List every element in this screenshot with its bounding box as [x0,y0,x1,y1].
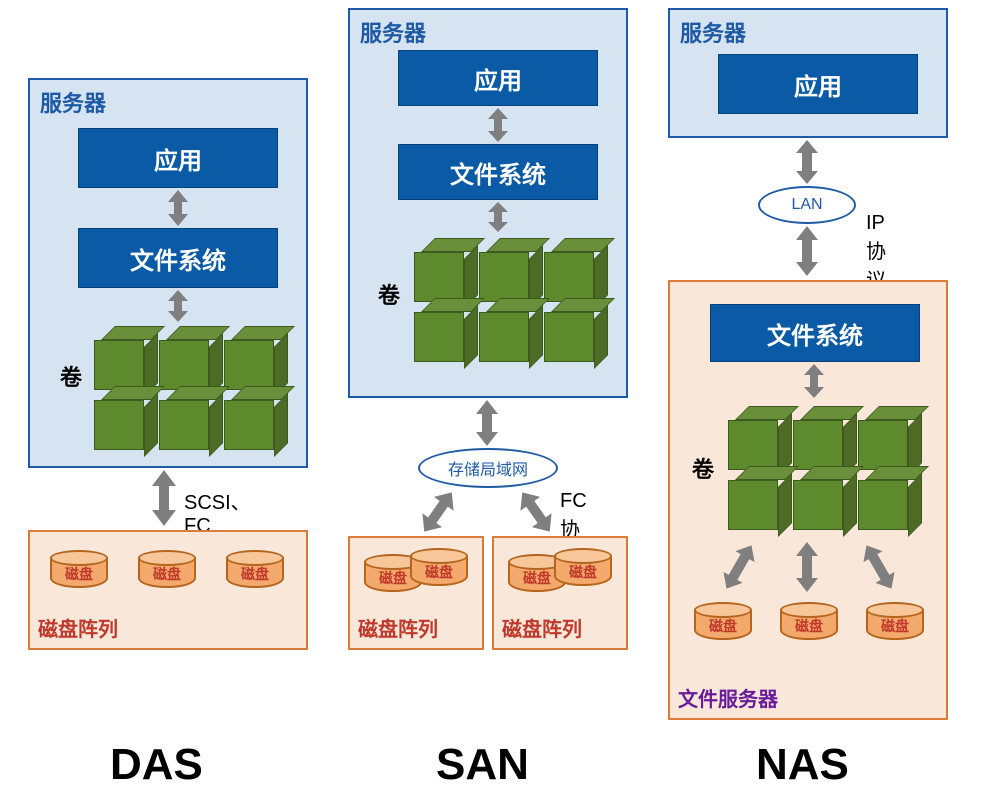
san-disk-array-2: 磁盘 磁盘 磁盘阵列 [492,536,628,650]
das-disk-array: 磁盘 磁盘 磁盘 磁盘阵列 [28,530,308,650]
disk-icon: 磁盘 [694,602,752,644]
nas-lan-node: LAN [758,186,856,224]
nas-lan-label: LAN [791,196,822,214]
disk-icon: 磁盘 [554,548,612,590]
arrow-icon [714,542,764,592]
san-network-node: 存储局域网 [418,448,558,488]
arrow-icon [408,488,468,536]
nas-file-server: 文件系统 卷 磁盘 [668,280,948,720]
nas-fs-label: 文件系统 [767,316,863,351]
san-array2-title: 磁盘阵列 [502,613,582,642]
san-server-box: 服务器 应用 文件系统 卷 [348,8,628,398]
arrow-icon [794,542,820,592]
arrow-icon [474,400,500,446]
nas-fs-box: 文件系统 [710,304,920,362]
das-server-title: 服务器 [40,86,106,118]
san-disk-array-1: 磁盘 磁盘 磁盘阵列 [348,536,484,650]
das-array-title: 磁盘阵列 [38,613,118,642]
arrow-icon [794,226,820,276]
arrow-icon [486,108,510,142]
das-fs-box: 文件系统 [78,228,278,288]
arrow-icon [166,290,190,322]
san-fs-box: 文件系统 [398,144,598,200]
das-title: DAS [110,740,203,790]
san-network-label: 存储局域网 [448,456,528,480]
disk-icon: 磁盘 [866,602,924,644]
disk-icon: 磁盘 [780,602,838,644]
nas-app-label: 应用 [794,67,842,102]
san-app-box: 应用 [398,50,598,106]
san-array1-title: 磁盘阵列 [358,613,438,642]
arrow-icon [166,190,190,226]
das-server-box: 服务器 应用 文件系统 卷 [28,78,308,468]
disk-icon: 磁盘 [410,548,468,590]
san-server-title: 服务器 [360,16,426,48]
das-app-label: 应用 [154,141,202,176]
nas-volume-label: 卷 [692,452,714,484]
san-volume-label: 卷 [378,278,400,310]
das-app-box: 应用 [78,128,278,188]
nas-server-title: 服务器 [680,16,746,48]
arrow-icon [486,202,510,232]
das-fs-label: 文件系统 [130,241,226,276]
disk-icon: 磁盘 [138,550,196,592]
nas-title: NAS [756,740,849,790]
san-app-label: 应用 [474,61,522,96]
disk-icon: 磁盘 [226,550,284,592]
arrow-icon [854,542,904,592]
arrow-icon [794,140,820,184]
arrow-icon [506,488,566,536]
arrow-icon [802,364,826,398]
san-title: SAN [436,740,529,790]
san-fs-label: 文件系统 [450,155,546,190]
das-volume-label: 卷 [60,360,82,392]
nas-app-box: 应用 [718,54,918,114]
nas-server-box: 服务器 应用 [668,8,948,138]
disk-icon: 磁盘 [50,550,108,592]
arrow-icon [150,470,178,526]
nas-fileserver-title: 文件服务器 [678,683,778,712]
